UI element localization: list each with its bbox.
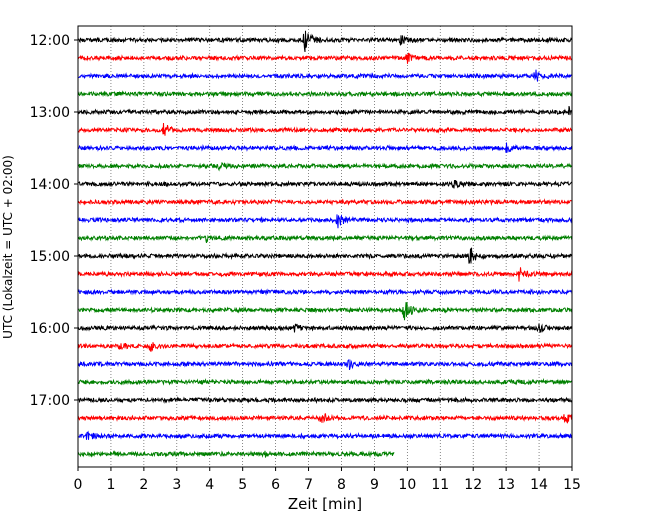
x-tick-label: 14 xyxy=(530,477,548,493)
trace-line xyxy=(78,198,573,207)
trace-line xyxy=(78,323,573,333)
trace-line xyxy=(78,69,573,82)
y-tick-label: 14:00 xyxy=(30,177,70,193)
x-tick-label: 9 xyxy=(370,477,379,493)
x-axis: 0 1 2 3 4 5 6 7 8 9 10 11 12 13 14 15 xyxy=(74,467,581,493)
trace-layer xyxy=(78,30,573,459)
trace-line xyxy=(78,342,573,353)
x-tick-label: 6 xyxy=(271,477,280,493)
x-tick-label: 1 xyxy=(106,477,115,493)
trace-line xyxy=(78,122,573,136)
x-tick-label: 12 xyxy=(464,477,482,493)
x-tick-label: 5 xyxy=(238,477,247,493)
trace-line xyxy=(78,302,573,321)
trace-line xyxy=(78,214,573,229)
trace-line xyxy=(78,247,573,264)
trace-line xyxy=(78,90,573,98)
x-tick-label: 4 xyxy=(205,477,214,493)
trace-line xyxy=(78,52,573,64)
x-axis-label: Zeit [min] xyxy=(288,495,362,513)
x-tick-label: 3 xyxy=(172,477,181,493)
y-axis: 12:00 13:00 14:00 15:00 16:00 17:00 xyxy=(30,33,78,409)
x-tick-label: 8 xyxy=(337,477,346,493)
trace-line xyxy=(78,180,573,189)
trace-line xyxy=(78,162,573,172)
trace-line xyxy=(78,30,573,53)
trace-line xyxy=(78,288,573,296)
trace-line xyxy=(78,396,573,405)
trace-line xyxy=(78,430,573,440)
x-tick-label: 7 xyxy=(304,477,313,493)
trace-line xyxy=(78,377,573,386)
x-tick-label: 10 xyxy=(398,477,416,493)
x-tick-label: 15 xyxy=(563,477,581,493)
plot-frame xyxy=(77,25,573,468)
y-tick-label: 17:00 xyxy=(30,393,70,409)
y-tick-label: 16:00 xyxy=(30,321,70,337)
trace-line xyxy=(78,234,573,244)
x-tick-label: 13 xyxy=(497,477,515,493)
trace-line xyxy=(78,267,573,282)
y-tick-label: 12:00 xyxy=(30,33,70,49)
trace-line xyxy=(78,142,573,153)
y-tick-label: 15:00 xyxy=(30,249,70,265)
trace-line xyxy=(78,359,573,371)
trace-line xyxy=(78,450,395,459)
x-tick-label: 2 xyxy=(139,477,148,493)
trace-line xyxy=(78,413,573,424)
x-tick-label: 0 xyxy=(74,477,83,493)
x-tick-label: 11 xyxy=(431,477,449,493)
trace-line xyxy=(78,105,573,116)
y-tick-label: 13:00 xyxy=(30,105,70,121)
y-axis-label: UTC (Lokalzeit = UTC + 02:00) xyxy=(1,155,15,339)
